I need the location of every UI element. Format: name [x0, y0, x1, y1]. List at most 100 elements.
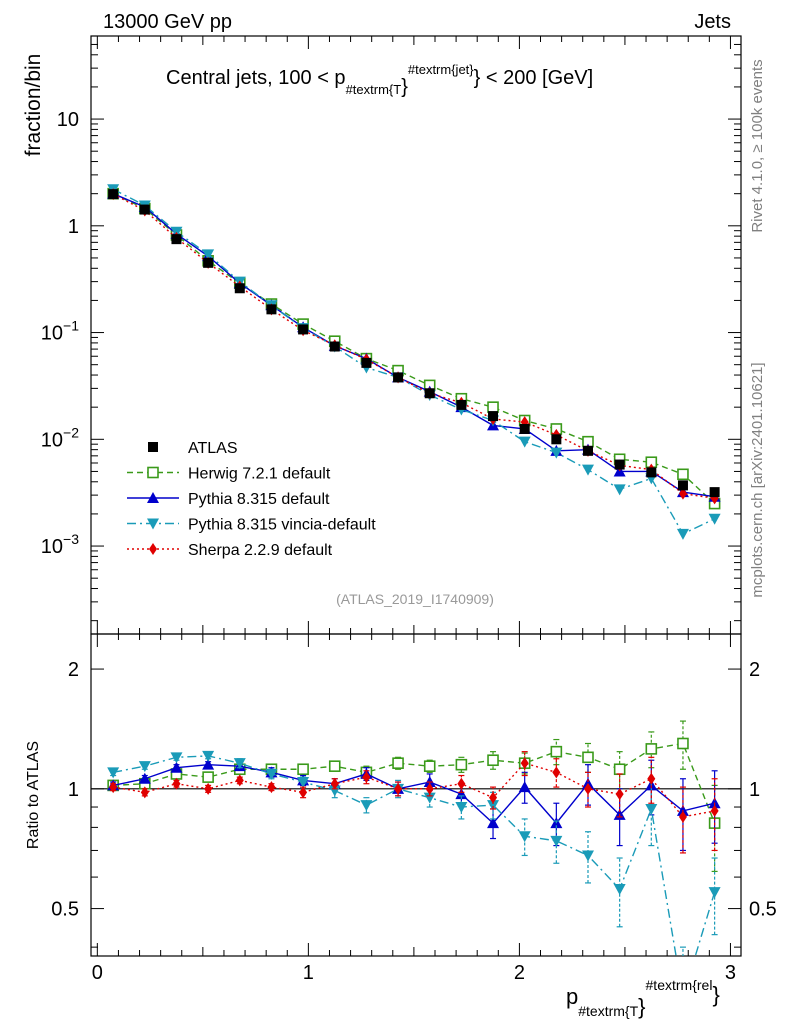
data-point: [519, 423, 530, 434]
ratio-data-point: [645, 803, 658, 815]
data-point: [456, 399, 467, 410]
ratio-data-point: [708, 887, 721, 899]
header-left: 13000 GeV pp: [103, 11, 232, 33]
ratio-data-point: [489, 791, 498, 804]
ratio-data-point: [455, 758, 468, 771]
data-point: [361, 357, 372, 368]
ratio-data-point: [582, 751, 594, 764]
ratio-data-point: [299, 786, 308, 799]
ratio-data-point: [677, 992, 689, 1003]
data-point: [234, 283, 245, 294]
ratio-series-sherpa-2-2-9-default: [109, 751, 719, 854]
ratio-data-point: [487, 754, 499, 767]
ratio-data-point: [233, 758, 246, 770]
data-point: [171, 234, 182, 245]
chart-title: Central jets, 100 < p#textrm{T}#textrm{j…: [166, 62, 593, 98]
ratio-data-point: [170, 752, 183, 764]
ratio-data-point: [457, 777, 466, 790]
ratio-data-point: [487, 800, 500, 812]
ratio-data-point: [202, 771, 214, 783]
title-pre: Central jets, 100 < p: [166, 67, 346, 89]
ratio-data-point: [677, 737, 689, 750]
ratio-series-line: [113, 755, 716, 956]
main-y-tick-label: 10: [57, 109, 79, 131]
series-atlas: [108, 189, 720, 498]
xlabel-sup: #textrm{rel: [646, 977, 713, 993]
ratio-data-point: [581, 850, 594, 862]
ratio-data-point: [202, 758, 215, 770]
header-right: Jets: [694, 11, 731, 33]
ratio-series-line: [113, 763, 715, 825]
ratio-data-point: [518, 831, 531, 843]
ratio-data-point: [170, 761, 183, 773]
data-point: [488, 411, 499, 422]
main-y-tick-label: 10−2: [41, 424, 79, 451]
ratio-data-point: [172, 777, 181, 790]
ratio-y-tick-label-left: 0.5: [51, 899, 79, 921]
main-y-tick-label: 1: [68, 216, 79, 238]
main-plot-panel: 10 1 10−1 10−2 10−3 fraction/bin Central jet…: [22, 35, 742, 635]
ratio-data-point: [583, 782, 592, 795]
legend-item: Herwig 7.2.1 default: [127, 466, 331, 483]
ratio-data-point: [109, 781, 118, 794]
ratio-y-tick-label-right: 0.5: [749, 899, 777, 921]
ratio-data-point: [678, 810, 687, 823]
legend-label: Pythia 8.315 default: [188, 491, 330, 508]
data-point: [139, 204, 150, 215]
data-point: [708, 513, 721, 525]
legend-marker: [148, 442, 158, 452]
legend-label: Pythia 8.315 vincia-default: [188, 517, 376, 534]
ratio-series-pythia-8-315-vincia-default: [107, 750, 721, 1003]
x-tick-labels: 0 1 2 3: [92, 962, 736, 984]
ratio-data-point: [267, 781, 276, 794]
legend-item: Pythia 8.315 default: [127, 491, 330, 508]
legend-marker: [149, 543, 157, 555]
legend-marker: [147, 518, 159, 530]
ratio-data-point: [235, 774, 244, 787]
ratio-series-herwig-7-2-1-default: [107, 720, 721, 873]
data-point: [266, 304, 277, 315]
x-tick-label: 2: [514, 962, 525, 984]
ratio-data-point: [297, 763, 309, 776]
legend-marker: [147, 492, 159, 503]
ratio-series: [107, 720, 721, 1003]
ratio-data-point: [394, 782, 403, 795]
title-post: } < 200 [GeV]: [474, 67, 594, 89]
ratio-data-point: [550, 745, 563, 758]
main-y-tick-label: 10−3: [41, 531, 79, 558]
ratio-y-tick-labels: 0.5 0.5 1 1 2 2: [51, 659, 777, 921]
legend: ATLAS Herwig 7.2.1 default Pythia 8.315 de…: [127, 440, 376, 559]
ratio-ticks: [91, 634, 741, 956]
ratio-series-clip: [107, 720, 721, 1003]
data-point: [581, 464, 594, 476]
mcplots-label: mcplots.cern.ch [arXiv:2401.10621]: [749, 362, 766, 597]
ratio-data-point: [392, 757, 404, 769]
data-point: [646, 467, 657, 478]
ratio-data-point: [138, 772, 151, 784]
main-series: [107, 184, 721, 540]
ratio-data-point: [265, 768, 278, 780]
ratio-data-point: [202, 750, 215, 762]
data-point: [677, 480, 688, 491]
ratio-data-point: [613, 763, 626, 776]
title-sub: #textrm{T: [346, 82, 402, 97]
ratio-data-point: [140, 786, 149, 799]
data-point: [678, 487, 687, 500]
ratio-data-point: [550, 835, 563, 847]
data-point: [518, 436, 531, 448]
legend-label: ATLAS: [188, 440, 238, 457]
ratio-data-point: [518, 781, 531, 793]
data-point: [677, 468, 689, 481]
ratio-data-point: [613, 884, 626, 896]
x-tick-label: 3: [725, 962, 736, 984]
ratio-data-point: [645, 743, 658, 755]
legend-label: Sherpa 2.2.9 default: [188, 542, 333, 559]
main-y-axis-label: fraction/bin: [22, 54, 45, 157]
data-point: [424, 388, 435, 399]
ratio-series-pythia-8-315-default: [107, 758, 721, 852]
ratio-y-tick-label-left: 2: [68, 659, 79, 681]
ratio-plot-frame: [90, 633, 742, 957]
ratio-y-tick-label-right: 1: [749, 779, 760, 801]
